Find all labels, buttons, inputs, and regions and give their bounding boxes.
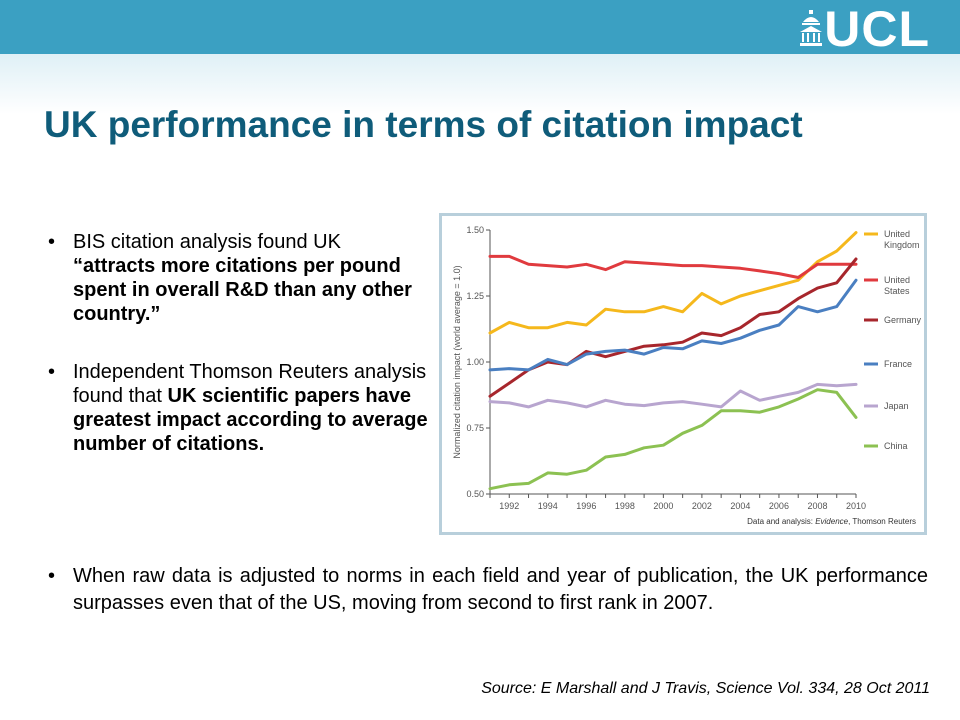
- x-tick-label: 2008: [807, 501, 827, 511]
- header-gradient: [0, 54, 960, 114]
- series-line-france: [488, 278, 858, 372]
- bullet-adjusted-text: When raw data is adjusted to norms in ea…: [73, 565, 928, 614]
- logo-text: UCL: [824, 1, 930, 57]
- bullet-marker: •: [48, 231, 56, 253]
- top-band: [0, 0, 960, 54]
- x-tick-label: 2004: [730, 501, 750, 511]
- bullet-bis: • BIS citation analysis found UK “attrac…: [48, 230, 428, 326]
- series-line-china: [488, 388, 858, 491]
- y-tick-label: 0.75: [466, 423, 484, 433]
- legend-label: Germany: [884, 315, 922, 325]
- bullet-thomson-emphasis: UK scientific papers have greatest impac…: [73, 385, 428, 455]
- ucl-logo: UCL: [800, 4, 930, 54]
- legend-label: Kingdom: [884, 240, 920, 250]
- x-tick-label: 2002: [692, 501, 712, 511]
- y-tick-label: 1.25: [466, 291, 484, 301]
- y-axis-label: Normalized citation impact (world averag…: [452, 265, 462, 458]
- legend-label: United: [884, 275, 910, 285]
- chart-credit: Data and analysis: Evidence, Thomson Reu…: [747, 517, 916, 526]
- bullet-bis-quote: “attracts more citations per pound spent…: [73, 255, 412, 325]
- series-line-japan: [488, 382, 858, 409]
- x-tick-label: 2006: [769, 501, 789, 511]
- x-tick-label: 1998: [615, 501, 635, 511]
- bullet-bis-text: BIS citation analysis found UK: [73, 231, 341, 253]
- x-tick-label: 1996: [576, 501, 596, 511]
- bullet-adjusted-data: • When raw data is adjusted to norms in …: [48, 563, 928, 617]
- x-tick-label: 2010: [846, 501, 866, 511]
- bullet-marker: •: [48, 361, 56, 383]
- source-citation: Source: E Marshall and J Travis, Science…: [481, 680, 930, 697]
- legend-label: States: [884, 286, 910, 296]
- bullet-marker: •: [48, 565, 56, 587]
- slide-title: UK performance in terms of citation impa…: [44, 104, 803, 145]
- y-tick-label: 1.50: [466, 225, 484, 235]
- bullet-thomson-reuters: • Independent Thomson Reuters analysis f…: [48, 360, 428, 456]
- x-tick-label: 2000: [653, 501, 673, 511]
- series-line-germany: [488, 257, 858, 398]
- series-line-united-kingdom: [488, 231, 858, 335]
- bullet-thomson-text: Independent Thomson Reuters analysis fou…: [73, 361, 427, 407]
- bullet-list: • BIS citation analysis found UK “attrac…: [48, 230, 428, 456]
- y-tick-label: 0.50: [466, 489, 484, 499]
- y-tick-label: 1.00: [466, 357, 484, 367]
- x-tick-label: 1994: [538, 501, 558, 511]
- portico-icon: [800, 10, 823, 46]
- series-line-united-states: [488, 254, 858, 279]
- legend-label: China: [884, 441, 908, 451]
- chart-svg: 0.50 0.75 1.00 1.25 1.50 1992 1994 1996 1998 2000…: [452, 225, 922, 526]
- legend-label: Japan: [884, 401, 909, 411]
- x-tick-label: 1992: [499, 501, 519, 511]
- citation-impact-chart: 0.50 0.75 1.00 1.25 1.50 1992 1994 1996 1998 2000…: [439, 213, 927, 535]
- legend-label: United: [884, 229, 910, 239]
- legend-label: France: [884, 359, 912, 369]
